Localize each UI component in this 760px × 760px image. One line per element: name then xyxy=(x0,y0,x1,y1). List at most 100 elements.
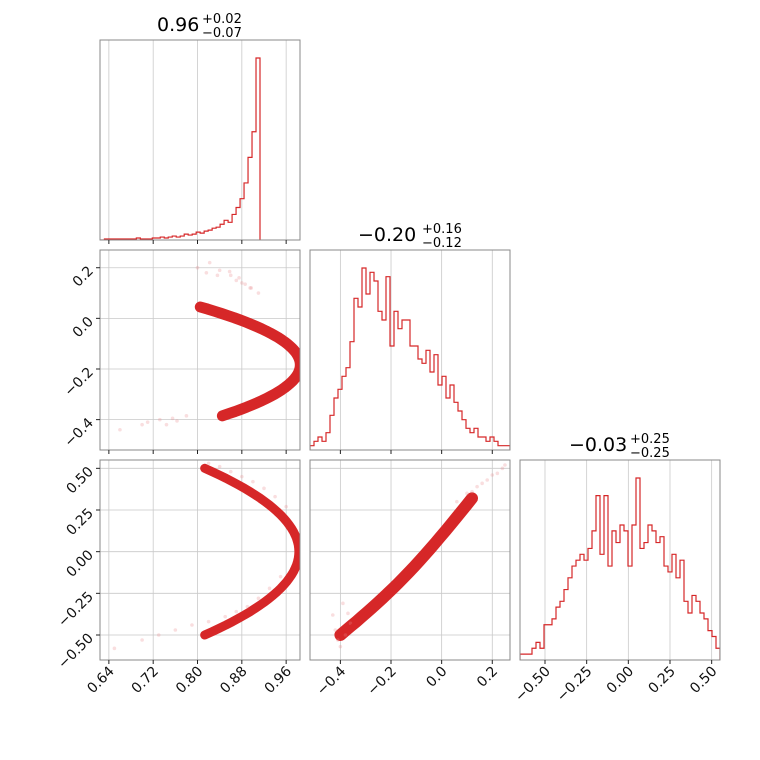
sample-point-1-0 xyxy=(249,286,254,290)
ytick-label-2-0: −0.50 xyxy=(55,631,97,673)
sample-point-2-0 xyxy=(156,633,161,637)
sample-point-2-0 xyxy=(206,461,211,466)
ytick-label-2-3: 0.25 xyxy=(63,506,96,539)
sample-point-2-0 xyxy=(140,638,144,642)
sample-point-1-0 xyxy=(228,273,233,278)
xtick-label-1-1: −0.2 xyxy=(364,664,399,699)
sample-point-2-1 xyxy=(338,644,343,649)
sample-point-2-0 xyxy=(278,574,283,579)
xtick-label-1-3: 0.2 xyxy=(474,664,501,691)
xtick-label-0-0: 0.64 xyxy=(84,663,117,696)
title-1-sub: −0.07 xyxy=(202,26,242,41)
title-param-1: 0.96 +0.02 −0.07 xyxy=(157,12,242,41)
xtick-label-0-2: 0.80 xyxy=(173,664,206,697)
sample-point-2-0 xyxy=(284,504,288,509)
sample-point-1-0 xyxy=(248,286,252,290)
sample-point-1-0 xyxy=(234,278,239,283)
ytick-label-2-1: −0.25 xyxy=(55,589,97,631)
histogram-param-2 xyxy=(310,267,510,450)
sample-point-2-0 xyxy=(256,596,261,601)
contour-panel-2-1-fill xyxy=(334,492,478,641)
sample-point-2-1 xyxy=(475,484,479,489)
title-2-main: −0.20 xyxy=(358,224,416,246)
ytick-label-2-2: 0.00 xyxy=(63,547,96,580)
sample-point-1-0 xyxy=(237,276,241,280)
sample-point-2-1 xyxy=(485,478,490,482)
sample-point-1-0 xyxy=(195,265,200,270)
xtick-label-2-4: 0.50 xyxy=(687,664,720,697)
xtick-label-0-3: 0.88 xyxy=(217,664,250,697)
sample-point-1-0 xyxy=(240,281,244,285)
contour-panel-2-1-line xyxy=(339,497,474,637)
panel-frame-2-1 xyxy=(309,459,511,661)
sample-point-2-1 xyxy=(500,466,505,471)
panel-frame-2-0 xyxy=(99,459,301,661)
xtick-label-2-1: −0.25 xyxy=(554,664,596,706)
sample-point-2-1 xyxy=(490,473,495,477)
sample-point-2-0 xyxy=(251,479,255,484)
title-3-sup: +0.25 xyxy=(630,432,670,447)
sample-point-2-1 xyxy=(330,613,335,617)
sample-point-1-0 xyxy=(118,427,122,432)
title-1-main: 0.96 xyxy=(157,14,199,36)
sample-point-2-1 xyxy=(480,481,484,486)
title-1-sup: +0.02 xyxy=(202,12,242,27)
title-param-2: −0.20 +0.16 −0.12 xyxy=(358,222,462,251)
ytick-label-1-2: 0.0 xyxy=(70,314,97,341)
sample-point-2-0 xyxy=(273,494,277,499)
sample-point-1-0 xyxy=(175,419,179,423)
sample-point-2-1 xyxy=(343,633,348,637)
sample-point-2-0 xyxy=(112,646,117,651)
xtick-label-0-4: 0.96 xyxy=(262,663,295,696)
sample-point-2-0 xyxy=(223,614,228,619)
sample-point-2-0 xyxy=(234,609,239,614)
contour-panel-2-0-line xyxy=(203,467,300,637)
sample-point-1-0 xyxy=(227,269,232,274)
sample-point-2-1 xyxy=(336,638,340,642)
sample-point-1-0 xyxy=(164,422,169,427)
sample-point-2-1 xyxy=(495,471,500,476)
ytick-label-1-0: −0.4 xyxy=(61,415,96,450)
sample-point-1-0 xyxy=(243,282,247,286)
sample-point-2-0 xyxy=(267,586,272,591)
panel-frame-0-0 xyxy=(99,39,301,241)
histogram-param-3 xyxy=(520,477,720,660)
panel-frame-1-0 xyxy=(99,249,301,451)
sample-point-2-1 xyxy=(333,628,338,632)
sample-point-2-0 xyxy=(217,464,222,469)
title-2-sub: −0.12 xyxy=(422,236,462,251)
panel-frame-1-1 xyxy=(309,249,511,451)
sample-point-1-0 xyxy=(184,414,189,418)
ytick-label-2-4: 0.50 xyxy=(63,464,96,497)
sample-point-2-0 xyxy=(240,474,244,479)
sample-point-1-0 xyxy=(256,291,261,295)
sample-point-2-1 xyxy=(346,611,350,616)
sample-point-2-0 xyxy=(206,619,211,624)
sample-point-2-1 xyxy=(470,489,474,494)
ytick-label-1-1: −0.2 xyxy=(61,365,96,400)
sample-point-2-1 xyxy=(465,491,469,496)
sample-point-1-0 xyxy=(204,270,209,275)
xtick-label-2-2: 0.00 xyxy=(604,664,637,697)
title-2-sup: +0.16 xyxy=(422,222,462,237)
sample-point-1-0 xyxy=(170,416,175,421)
xtick-label-2-0: −0.50 xyxy=(512,664,554,706)
sample-point-1-0 xyxy=(158,417,162,422)
histogram-param-1 xyxy=(100,57,261,240)
sample-point-1-0 xyxy=(140,422,144,427)
contour-panel-1-0-line xyxy=(199,305,300,417)
sample-point-2-0 xyxy=(262,486,266,491)
panel-frame-2-2 xyxy=(519,459,721,661)
sample-point-1-0 xyxy=(145,420,150,424)
title-param-3: −0.03 +0.25 −0.25 xyxy=(569,432,670,461)
sample-point-1-0 xyxy=(207,260,212,265)
sample-point-2-1 xyxy=(455,499,459,504)
title-3-sub: −0.25 xyxy=(630,446,670,461)
xtick-label-2-3: 0.25 xyxy=(645,664,678,697)
sample-point-2-1 xyxy=(503,463,507,467)
ytick-label-1-3: 0.2 xyxy=(70,263,97,290)
sample-point-1-0 xyxy=(217,268,222,273)
sample-point-2-0 xyxy=(173,628,178,632)
xtick-label-1-2: 0.0 xyxy=(423,664,450,691)
